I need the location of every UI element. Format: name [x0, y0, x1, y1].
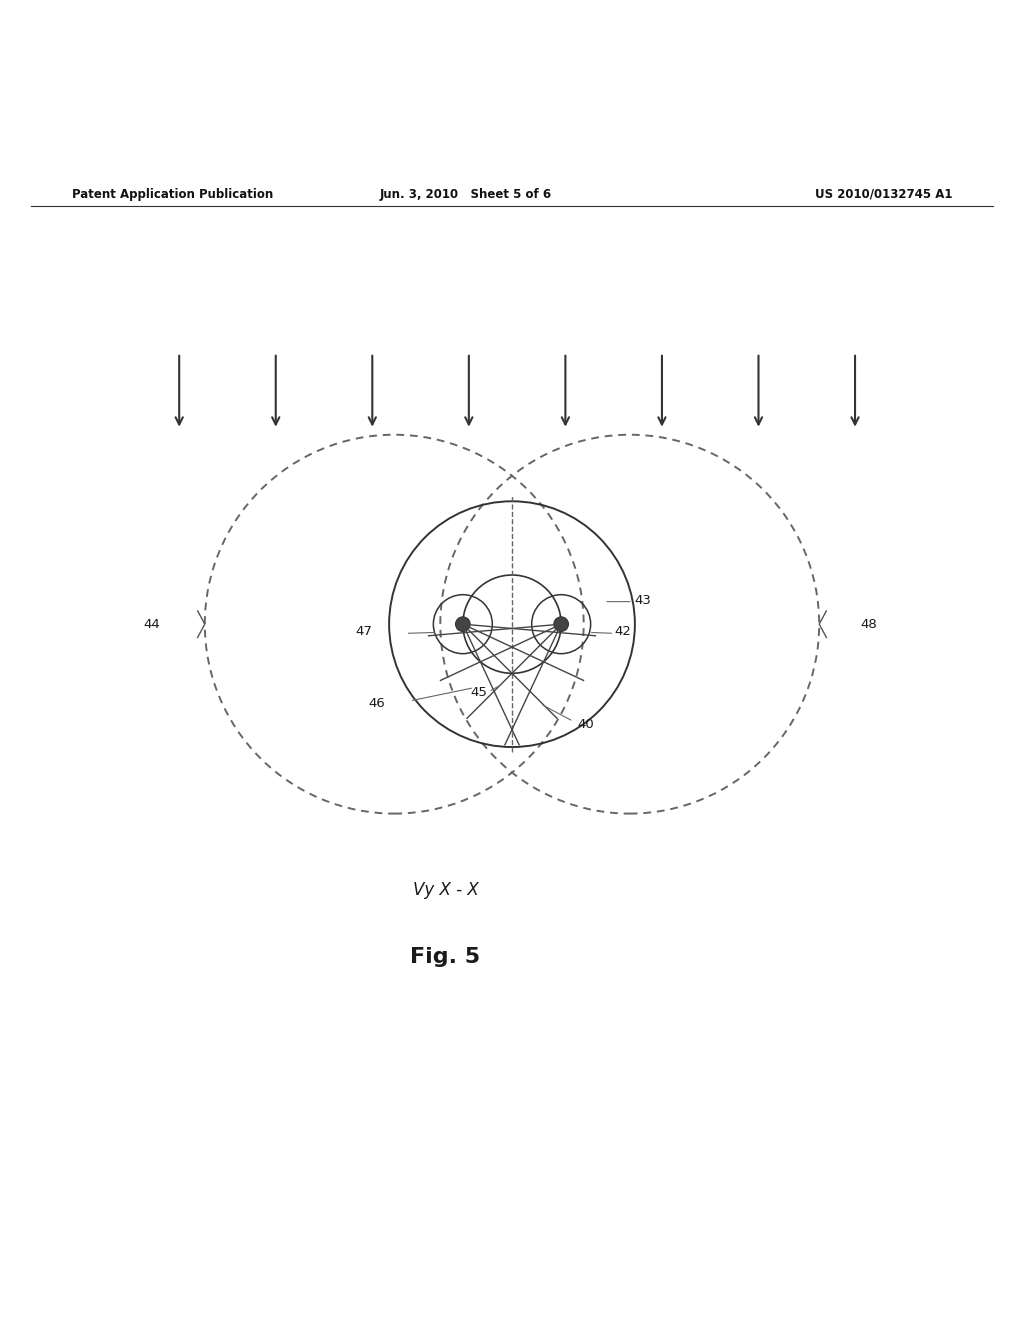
Text: 48: 48	[860, 618, 877, 631]
Text: 46: 46	[369, 697, 385, 710]
Text: Vy X - X: Vy X - X	[413, 882, 478, 899]
Text: 43: 43	[635, 594, 651, 607]
Circle shape	[456, 616, 470, 631]
Text: Patent Application Publication: Patent Application Publication	[72, 187, 273, 201]
Text: 44: 44	[143, 618, 160, 631]
Text: Fig. 5: Fig. 5	[411, 946, 480, 968]
Text: 45: 45	[471, 686, 487, 700]
Text: 47: 47	[355, 624, 372, 638]
Text: 40: 40	[578, 718, 594, 731]
Text: 42: 42	[614, 624, 631, 638]
Text: Jun. 3, 2010   Sheet 5 of 6: Jun. 3, 2010 Sheet 5 of 6	[380, 187, 552, 201]
Circle shape	[554, 616, 568, 631]
Text: US 2010/0132745 A1: US 2010/0132745 A1	[815, 187, 952, 201]
